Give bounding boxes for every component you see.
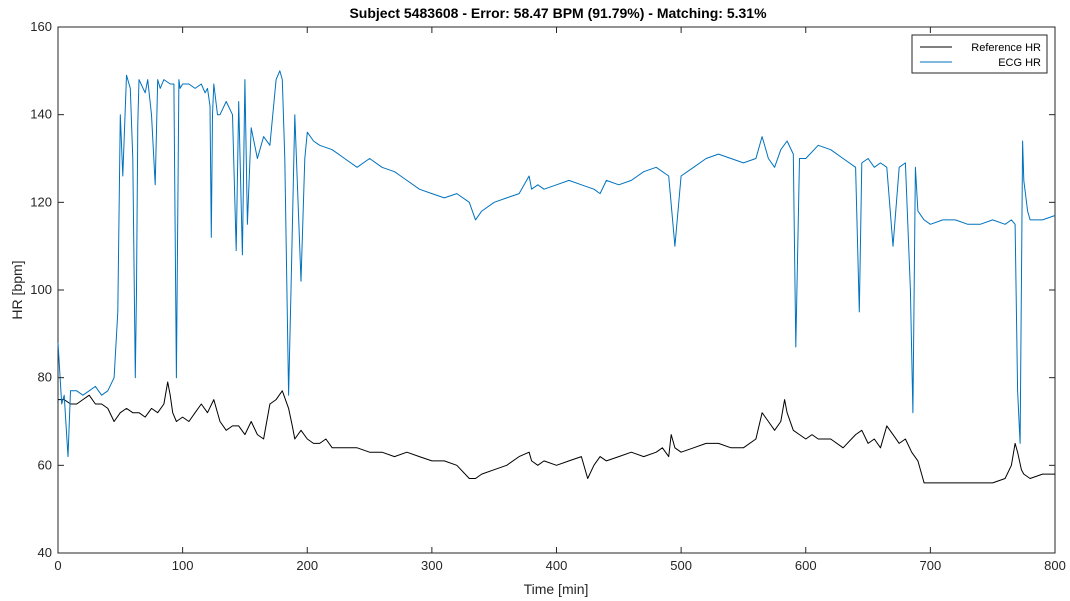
legend-label: Reference HR xyxy=(971,42,1041,54)
y-tick-label: 80 xyxy=(38,370,52,385)
legend-label: ECG HR xyxy=(998,57,1041,69)
y-axis-label: HR [bpm] xyxy=(9,260,25,319)
y-tick-label: 40 xyxy=(38,545,52,560)
legend: Reference HR ECG HR xyxy=(911,34,1048,74)
x-tick-label: 300 xyxy=(421,558,443,573)
y-tick-label: 60 xyxy=(38,457,52,472)
plot-frame xyxy=(57,26,1056,554)
y-tick-label: 100 xyxy=(30,282,52,297)
x-tick-label: 700 xyxy=(920,558,942,573)
series-line-ecg-hr xyxy=(57,70,1056,458)
series-layer xyxy=(57,70,1056,484)
series-line-reference-hr xyxy=(58,381,1055,484)
y-tick-label: 160 xyxy=(30,19,52,34)
x-tick-label: 400 xyxy=(546,558,568,573)
plot-area xyxy=(57,26,1056,554)
x-tick-label: 100 xyxy=(172,558,194,573)
x-tick-label: 600 xyxy=(795,558,817,573)
legend-box xyxy=(911,34,1048,74)
chart-title: Subject 5483608 - Error: 58.47 BPM (91.7… xyxy=(349,5,767,21)
x-tick-label: 200 xyxy=(296,558,318,573)
x-tick-label: 800 xyxy=(1044,558,1066,573)
x-tick-label: 0 xyxy=(54,558,61,573)
x-tick-label: 500 xyxy=(670,558,692,573)
axes-layer: 0 100 200 300 400 500 600 700 800 40 60 80 100 120 140… xyxy=(30,19,1066,573)
x-axis-label: Time [min] xyxy=(524,581,589,597)
y-tick-label: 140 xyxy=(30,107,52,122)
y-tick-label: 120 xyxy=(30,194,52,209)
